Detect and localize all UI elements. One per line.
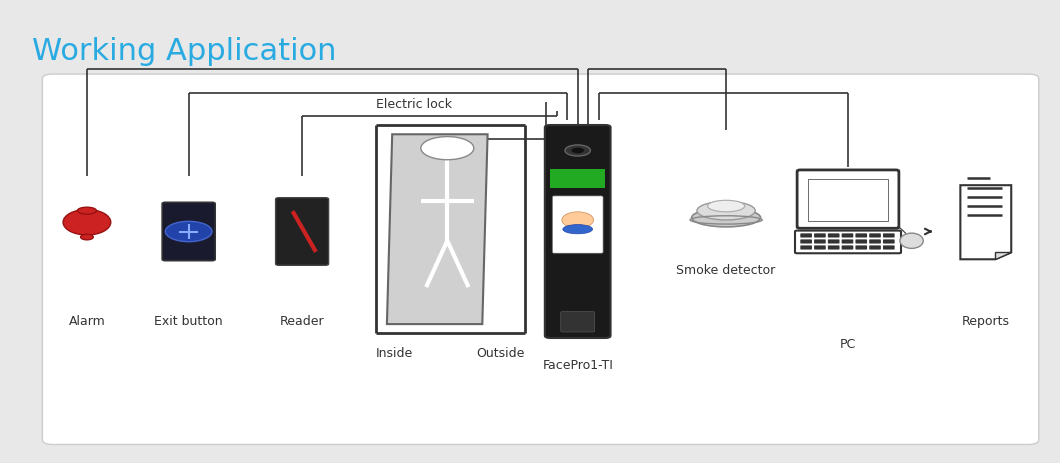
Text: Exit button: Exit button	[155, 315, 223, 328]
FancyBboxPatch shape	[883, 233, 895, 238]
FancyBboxPatch shape	[162, 202, 215, 261]
FancyBboxPatch shape	[800, 245, 812, 250]
FancyBboxPatch shape	[42, 74, 1039, 444]
Ellipse shape	[563, 225, 593, 234]
FancyBboxPatch shape	[842, 245, 853, 250]
Text: Outside: Outside	[476, 347, 525, 360]
Circle shape	[565, 145, 590, 156]
Ellipse shape	[697, 201, 755, 220]
FancyBboxPatch shape	[883, 245, 895, 250]
Text: FacePro1-TI: FacePro1-TI	[543, 359, 613, 372]
FancyBboxPatch shape	[814, 233, 826, 238]
Polygon shape	[960, 185, 1011, 259]
FancyBboxPatch shape	[855, 233, 867, 238]
FancyBboxPatch shape	[842, 233, 853, 238]
FancyBboxPatch shape	[800, 239, 812, 244]
Ellipse shape	[900, 233, 923, 248]
FancyBboxPatch shape	[814, 239, 826, 244]
Circle shape	[571, 148, 584, 153]
Ellipse shape	[81, 234, 93, 240]
Text: Inside: Inside	[375, 347, 413, 360]
Polygon shape	[995, 252, 1011, 259]
FancyBboxPatch shape	[869, 239, 881, 244]
Circle shape	[165, 221, 212, 242]
FancyBboxPatch shape	[545, 125, 611, 338]
FancyBboxPatch shape	[869, 245, 881, 250]
FancyBboxPatch shape	[828, 233, 840, 238]
FancyBboxPatch shape	[883, 239, 895, 244]
FancyBboxPatch shape	[808, 179, 888, 221]
Ellipse shape	[708, 200, 744, 212]
FancyBboxPatch shape	[550, 169, 605, 188]
Ellipse shape	[64, 209, 110, 235]
Ellipse shape	[77, 207, 96, 214]
Text: Electric lock: Electric lock	[376, 98, 453, 111]
FancyBboxPatch shape	[797, 170, 899, 228]
Text: Alarm: Alarm	[69, 315, 105, 328]
FancyBboxPatch shape	[276, 198, 329, 265]
FancyBboxPatch shape	[828, 245, 840, 250]
Ellipse shape	[691, 208, 761, 227]
Text: Smoke detector: Smoke detector	[676, 264, 776, 277]
Text: PC: PC	[840, 338, 856, 351]
FancyBboxPatch shape	[869, 233, 881, 238]
FancyBboxPatch shape	[795, 231, 901, 253]
FancyBboxPatch shape	[842, 239, 853, 244]
Polygon shape	[387, 134, 488, 324]
FancyBboxPatch shape	[552, 196, 603, 253]
FancyBboxPatch shape	[855, 245, 867, 250]
FancyBboxPatch shape	[814, 245, 826, 250]
Circle shape	[421, 137, 474, 160]
FancyBboxPatch shape	[828, 239, 840, 244]
Text: Reader: Reader	[280, 315, 324, 328]
FancyBboxPatch shape	[855, 239, 867, 244]
FancyBboxPatch shape	[561, 312, 595, 332]
Text: Working Application: Working Application	[32, 37, 336, 66]
Ellipse shape	[562, 212, 594, 228]
FancyBboxPatch shape	[800, 233, 812, 238]
Text: Reports: Reports	[961, 315, 1010, 328]
